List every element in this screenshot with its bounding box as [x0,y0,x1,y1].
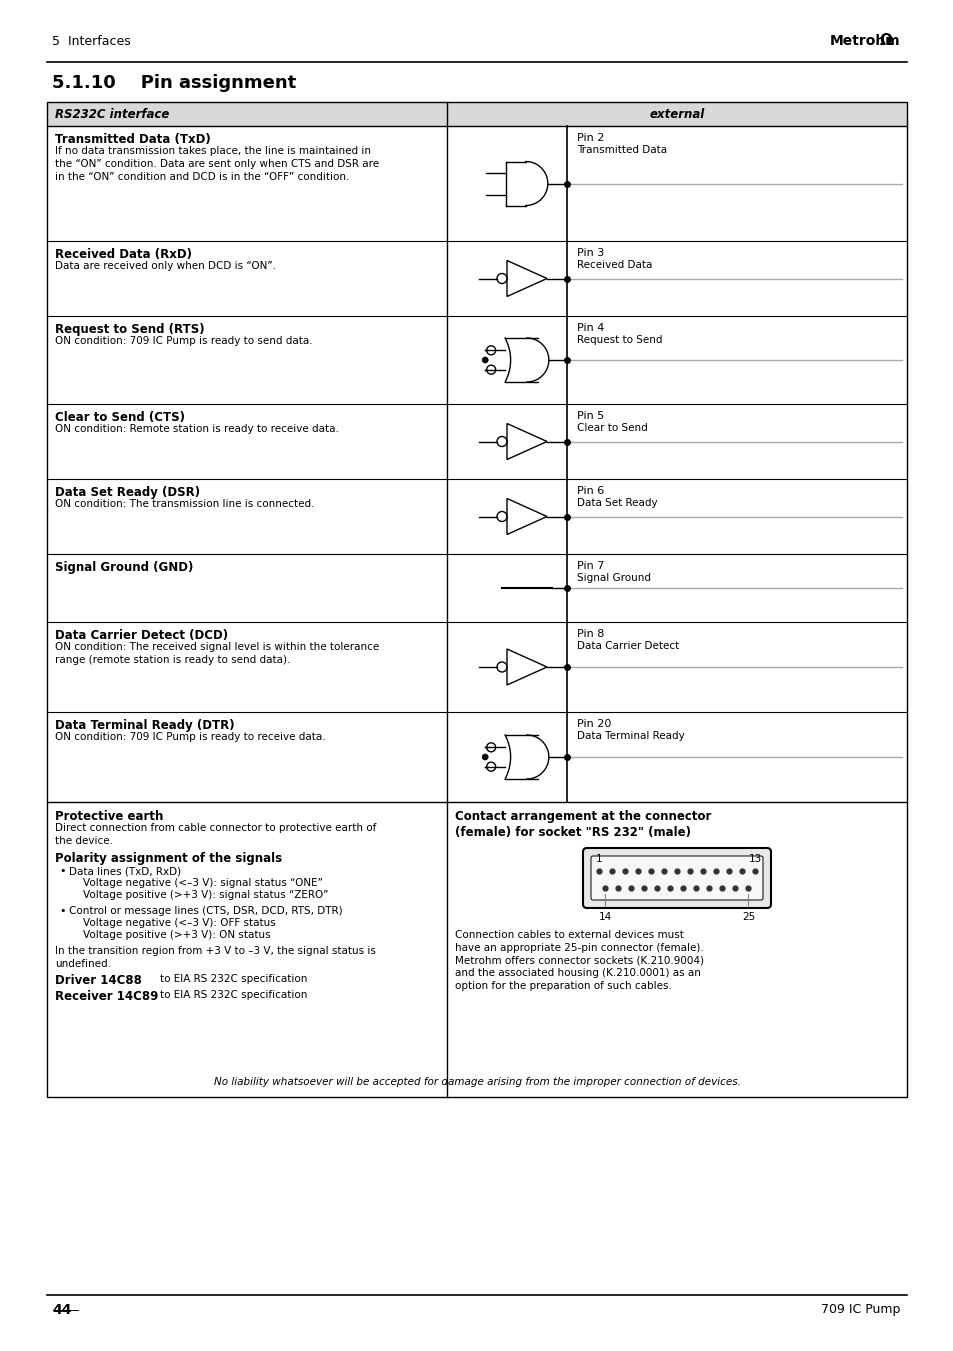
Text: Metrohm: Metrohm [828,34,899,49]
Text: Driver 14C88: Driver 14C88 [55,974,142,988]
Text: Pin 4: Pin 4 [577,323,604,332]
Text: Request to Send (RTS): Request to Send (RTS) [55,323,204,336]
Text: Received Data (RxD): Received Data (RxD) [55,249,192,261]
Text: Signal Ground: Signal Ground [577,573,650,584]
Text: external: external [649,108,704,120]
Text: Data lines (TxD, RxD): Data lines (TxD, RxD) [69,866,181,875]
Text: Control or message lines (CTS, DSR, DCD, RTS, DTR): Control or message lines (CTS, DSR, DCD,… [69,907,342,916]
Text: Clear to Send (CTS): Clear to Send (CTS) [55,411,185,424]
Text: ON condition: 709 IC Pump is ready to send data.: ON condition: 709 IC Pump is ready to se… [55,336,313,346]
Text: Pin 2: Pin 2 [577,132,604,143]
Text: Data Set Ready (DSR): Data Set Ready (DSR) [55,486,200,499]
Text: (female) for socket "RS 232" (male): (female) for socket "RS 232" (male) [455,825,690,839]
Text: Pin 5: Pin 5 [577,411,603,422]
Text: Data Set Ready: Data Set Ready [577,499,657,508]
Text: Received Data: Received Data [577,259,652,270]
Text: Data Carrier Detect: Data Carrier Detect [577,640,679,651]
Circle shape [481,754,488,761]
Text: Voltage positive (>+3 V): ON status: Voltage positive (>+3 V): ON status [83,929,271,940]
Text: •: • [59,907,66,916]
Text: Pin 3: Pin 3 [577,249,603,258]
Text: Request to Send: Request to Send [577,335,661,345]
Text: •: • [59,866,66,875]
Text: to EIA RS 232C specification: to EIA RS 232C specification [160,974,307,984]
Text: ON condition: Remote station is ready to receive data.: ON condition: Remote station is ready to… [55,424,338,434]
Text: Transmitted Data (TxD): Transmitted Data (TxD) [55,132,211,146]
Text: ────: ──── [52,1305,79,1315]
Circle shape [481,357,488,363]
Text: Receiver 14C89: Receiver 14C89 [55,990,158,1002]
Text: Pin 20: Pin 20 [577,719,611,730]
Text: ON condition: The received signal level is within the tolerance
range (remote st: ON condition: The received signal level … [55,642,379,665]
Text: 5  Interfaces: 5 Interfaces [52,35,131,49]
Text: RS232C interface: RS232C interface [55,108,170,120]
Text: ON condition: 709 IC Pump is ready to receive data.: ON condition: 709 IC Pump is ready to re… [55,732,325,742]
Text: ON condition: The transmission line is connected.: ON condition: The transmission line is c… [55,499,314,509]
Bar [47,101,906,1097]
Text: Transmitted Data: Transmitted Data [577,145,666,155]
Text: 709 IC Pump: 709 IC Pump [820,1302,899,1316]
Text: Protective earth: Protective earth [55,811,163,823]
Text: Direct connection from cable connector to protective earth of
the device.: Direct connection from cable connector t… [55,823,376,846]
Text: 13: 13 [747,854,760,865]
FancyBboxPatch shape [590,857,762,900]
Text: 44: 44 [52,1302,71,1317]
Text: Voltage positive (>+3 V): signal status “ZERO”: Voltage positive (>+3 V): signal status … [83,890,328,900]
Text: Polarity assignment of the signals: Polarity assignment of the signals [55,852,282,865]
Text: to EIA RS 232C specification: to EIA RS 232C specification [160,990,307,1000]
Text: Connection cables to external devices must
have an appropriate 25-pin connector : Connection cables to external devices mu… [455,929,703,992]
Text: Data Terminal Ready: Data Terminal Ready [577,731,684,740]
Text: Data Carrier Detect (DCD): Data Carrier Detect (DCD) [55,630,228,642]
Text: 5.1.10    Pin assignment: 5.1.10 Pin assignment [52,74,296,92]
Text: Ω: Ω [880,32,892,49]
Text: 1: 1 [595,854,601,865]
Text: Clear to Send: Clear to Send [577,423,647,434]
FancyBboxPatch shape [582,848,770,908]
Text: Data Terminal Ready (DTR): Data Terminal Ready (DTR) [55,719,234,732]
Text: 25: 25 [741,912,755,921]
Text: Pin 7: Pin 7 [577,561,604,571]
Text: Data are received only when DCD is “ON”.: Data are received only when DCD is “ON”. [55,261,275,272]
Text: Voltage negative (<–3 V): OFF status: Voltage negative (<–3 V): OFF status [83,917,275,928]
Text: 14: 14 [598,912,612,921]
Text: Voltage negative (<–3 V): signal status “ONE”: Voltage negative (<–3 V): signal status … [83,878,322,888]
Text: If no data transmission takes place, the line is maintained in
the “ON” conditio: If no data transmission takes place, the… [55,146,378,181]
Bar [47,101,906,126]
Text: Pin 6: Pin 6 [577,486,603,496]
Text: Pin 8: Pin 8 [577,630,604,639]
Text: In the transition region from +3 V to –3 V, the signal status is
undefined.: In the transition region from +3 V to –3… [55,946,375,969]
Text: Contact arrangement at the connector: Contact arrangement at the connector [455,811,711,823]
Text: Signal Ground (GND): Signal Ground (GND) [55,561,193,574]
Text: No liability whatsoever will be accepted for damage arising from the improper co: No liability whatsoever will be accepted… [213,1077,740,1088]
